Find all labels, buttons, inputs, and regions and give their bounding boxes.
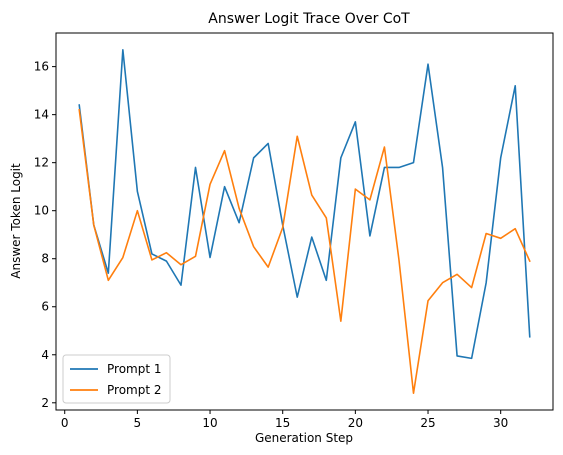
- y-tick-label: 14: [34, 108, 49, 122]
- y-axis-label: Answer Token Logit: [9, 163, 23, 279]
- y-tick-label: 4: [41, 348, 49, 362]
- y-tick-label: 10: [34, 204, 49, 218]
- y-tick-label: 8: [41, 252, 49, 266]
- y-tick-label: 16: [34, 60, 49, 74]
- x-axis: 0 5 10 15 20 25 30: [61, 410, 508, 430]
- x-tick-label: 30: [493, 416, 508, 430]
- x-axis-label: Generation Step: [255, 431, 353, 445]
- x-tick-label: 0: [61, 416, 69, 430]
- legend-label-1: Prompt 1: [107, 362, 162, 376]
- chart-title: Answer Logit Trace Over CoT: [208, 11, 410, 27]
- y-tick-label: 12: [34, 156, 49, 170]
- legend-box: [62, 354, 171, 404]
- x-tick-label: 25: [420, 416, 435, 430]
- x-tick-label: 15: [275, 416, 290, 430]
- series-line-1: [78, 49, 531, 360]
- y-tick-label: 2: [41, 396, 49, 410]
- plot-area: [78, 49, 531, 394]
- series-line-2: [78, 108, 531, 394]
- y-tick-label: 6: [41, 300, 49, 314]
- x-tick-label: 10: [202, 416, 217, 430]
- legend: Prompt 1 Prompt 2: [62, 354, 171, 404]
- legend-label-2: Prompt 2: [107, 383, 162, 397]
- axes-frame: [55, 32, 554, 411]
- y-axis: 2 4 6 8 10 12 14 16: [34, 60, 56, 410]
- x-tick-label: 20: [348, 416, 363, 430]
- x-tick-label: 5: [134, 416, 142, 430]
